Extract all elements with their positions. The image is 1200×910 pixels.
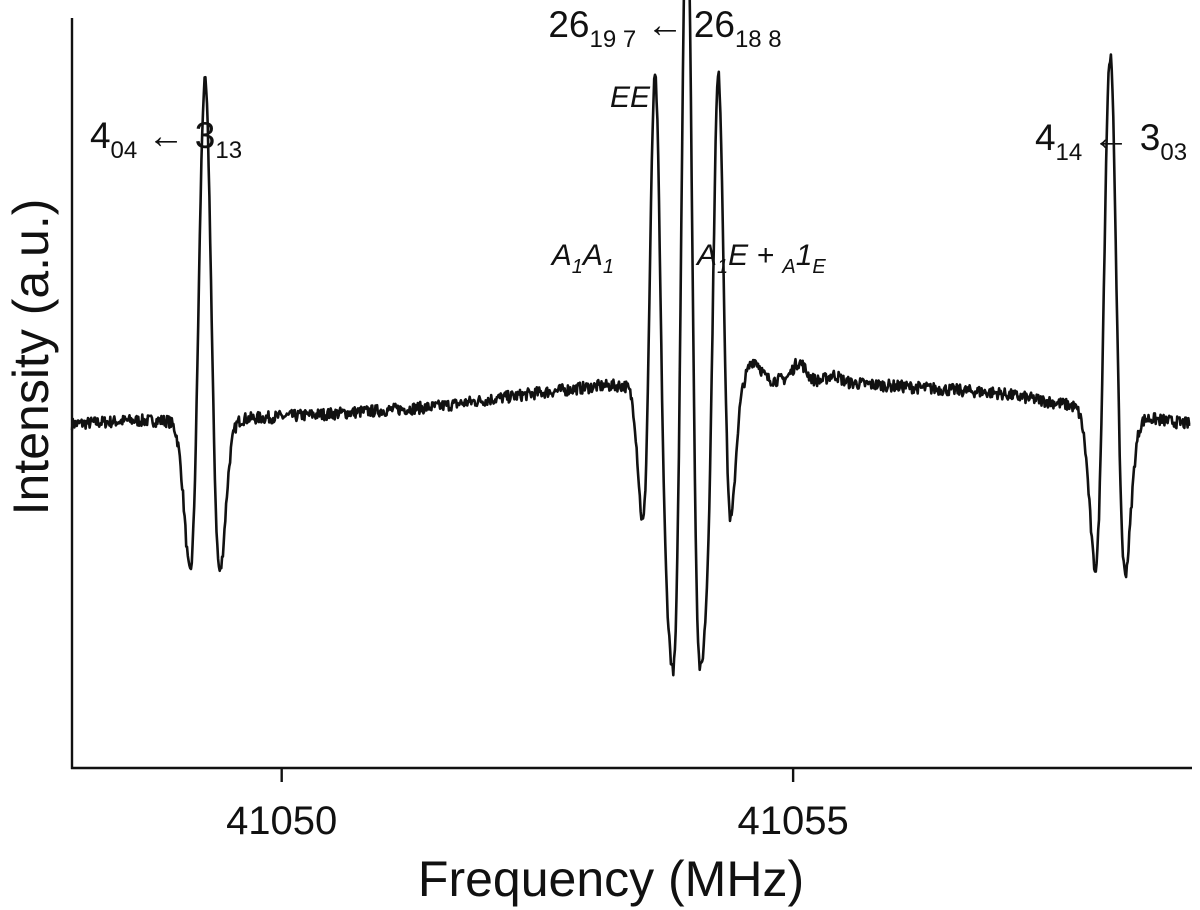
peak-label-a1e: A1E + A1E [695,239,826,278]
axes [70,18,1192,770]
x-axis-label: Frequency (MHz) [418,851,804,907]
spectrum-trace [70,0,1191,677]
x-ticks: 41050 41055 [226,768,849,843]
x-tick-label: 41050 [226,799,337,843]
y-axis-label: Intensity (a.u.) [3,199,59,516]
peak-label-group: 2619 7 ← 2618 8 [548,4,781,53]
peak-label-404-313: 404 ← 313 [90,115,242,164]
peak-label-414-303: 414 ← 303 [1035,117,1187,166]
peak-label-ee: EE [610,81,651,114]
peak-label-a1a1: A1A1 [550,239,614,278]
peak-labels: 404 ← 313 414 ← 303 2619 7 ← 2618 8 EE A1A1 A… [90,4,1187,278]
x-tick-label: 41055 [738,799,849,843]
